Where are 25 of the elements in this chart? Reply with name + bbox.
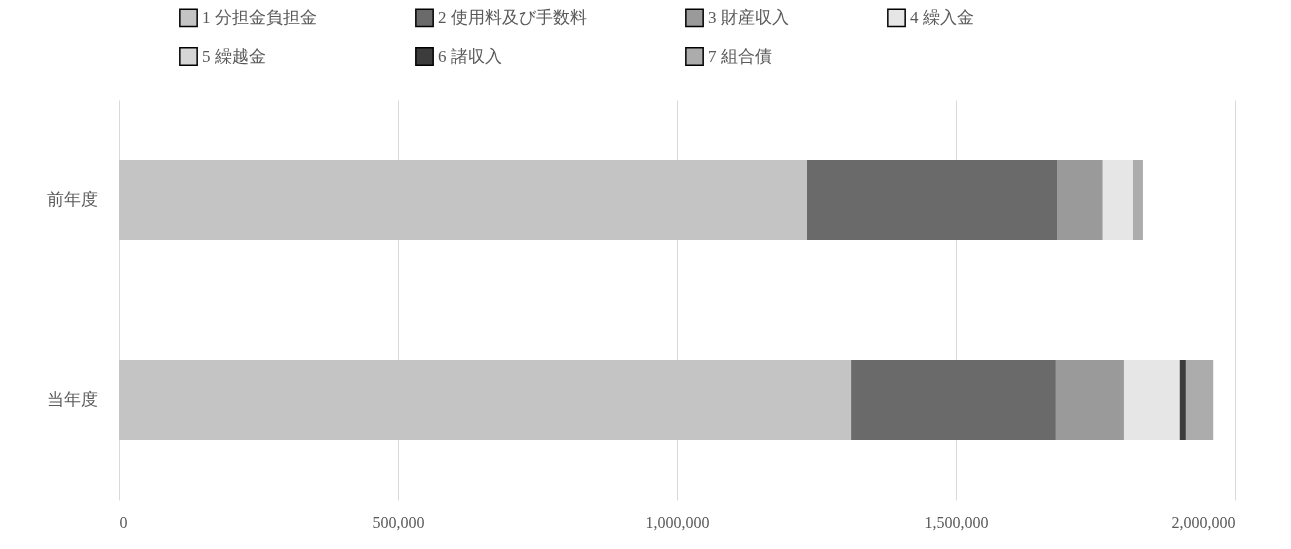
bar xyxy=(851,360,1056,440)
x-tick-label: 1,000,000 xyxy=(645,513,710,531)
x-tick-label: 1,500,000 xyxy=(924,513,989,531)
bar xyxy=(119,160,808,240)
bar xyxy=(1179,360,1186,440)
legend-label: 6 諸収入 xyxy=(438,46,502,66)
y-tick-label: 当年度 xyxy=(46,390,98,409)
legend-label: 4 繰入金 xyxy=(910,7,974,27)
legend-label: 2 使用料及び手数料 xyxy=(438,7,587,27)
bar xyxy=(1123,360,1180,440)
legend-label: 1 分担金負担金 xyxy=(202,7,317,27)
bar xyxy=(1057,160,1103,240)
bar xyxy=(1102,160,1133,240)
x-tick-label: 0 xyxy=(119,513,128,531)
y-tick-label: 前年度 xyxy=(46,190,98,209)
bar xyxy=(1132,160,1143,240)
legend-label: 3 財産収入 xyxy=(708,7,789,27)
legend-label: 7 組合債 xyxy=(708,46,772,66)
bar xyxy=(119,360,852,440)
x-tick-label: 2,000,000 xyxy=(1171,513,1236,531)
bar xyxy=(1185,360,1214,440)
x-tick-label: 500,000 xyxy=(372,513,425,531)
bar xyxy=(1055,360,1124,440)
legend-label: 5 繰越金 xyxy=(202,46,266,66)
bar xyxy=(807,160,1057,240)
